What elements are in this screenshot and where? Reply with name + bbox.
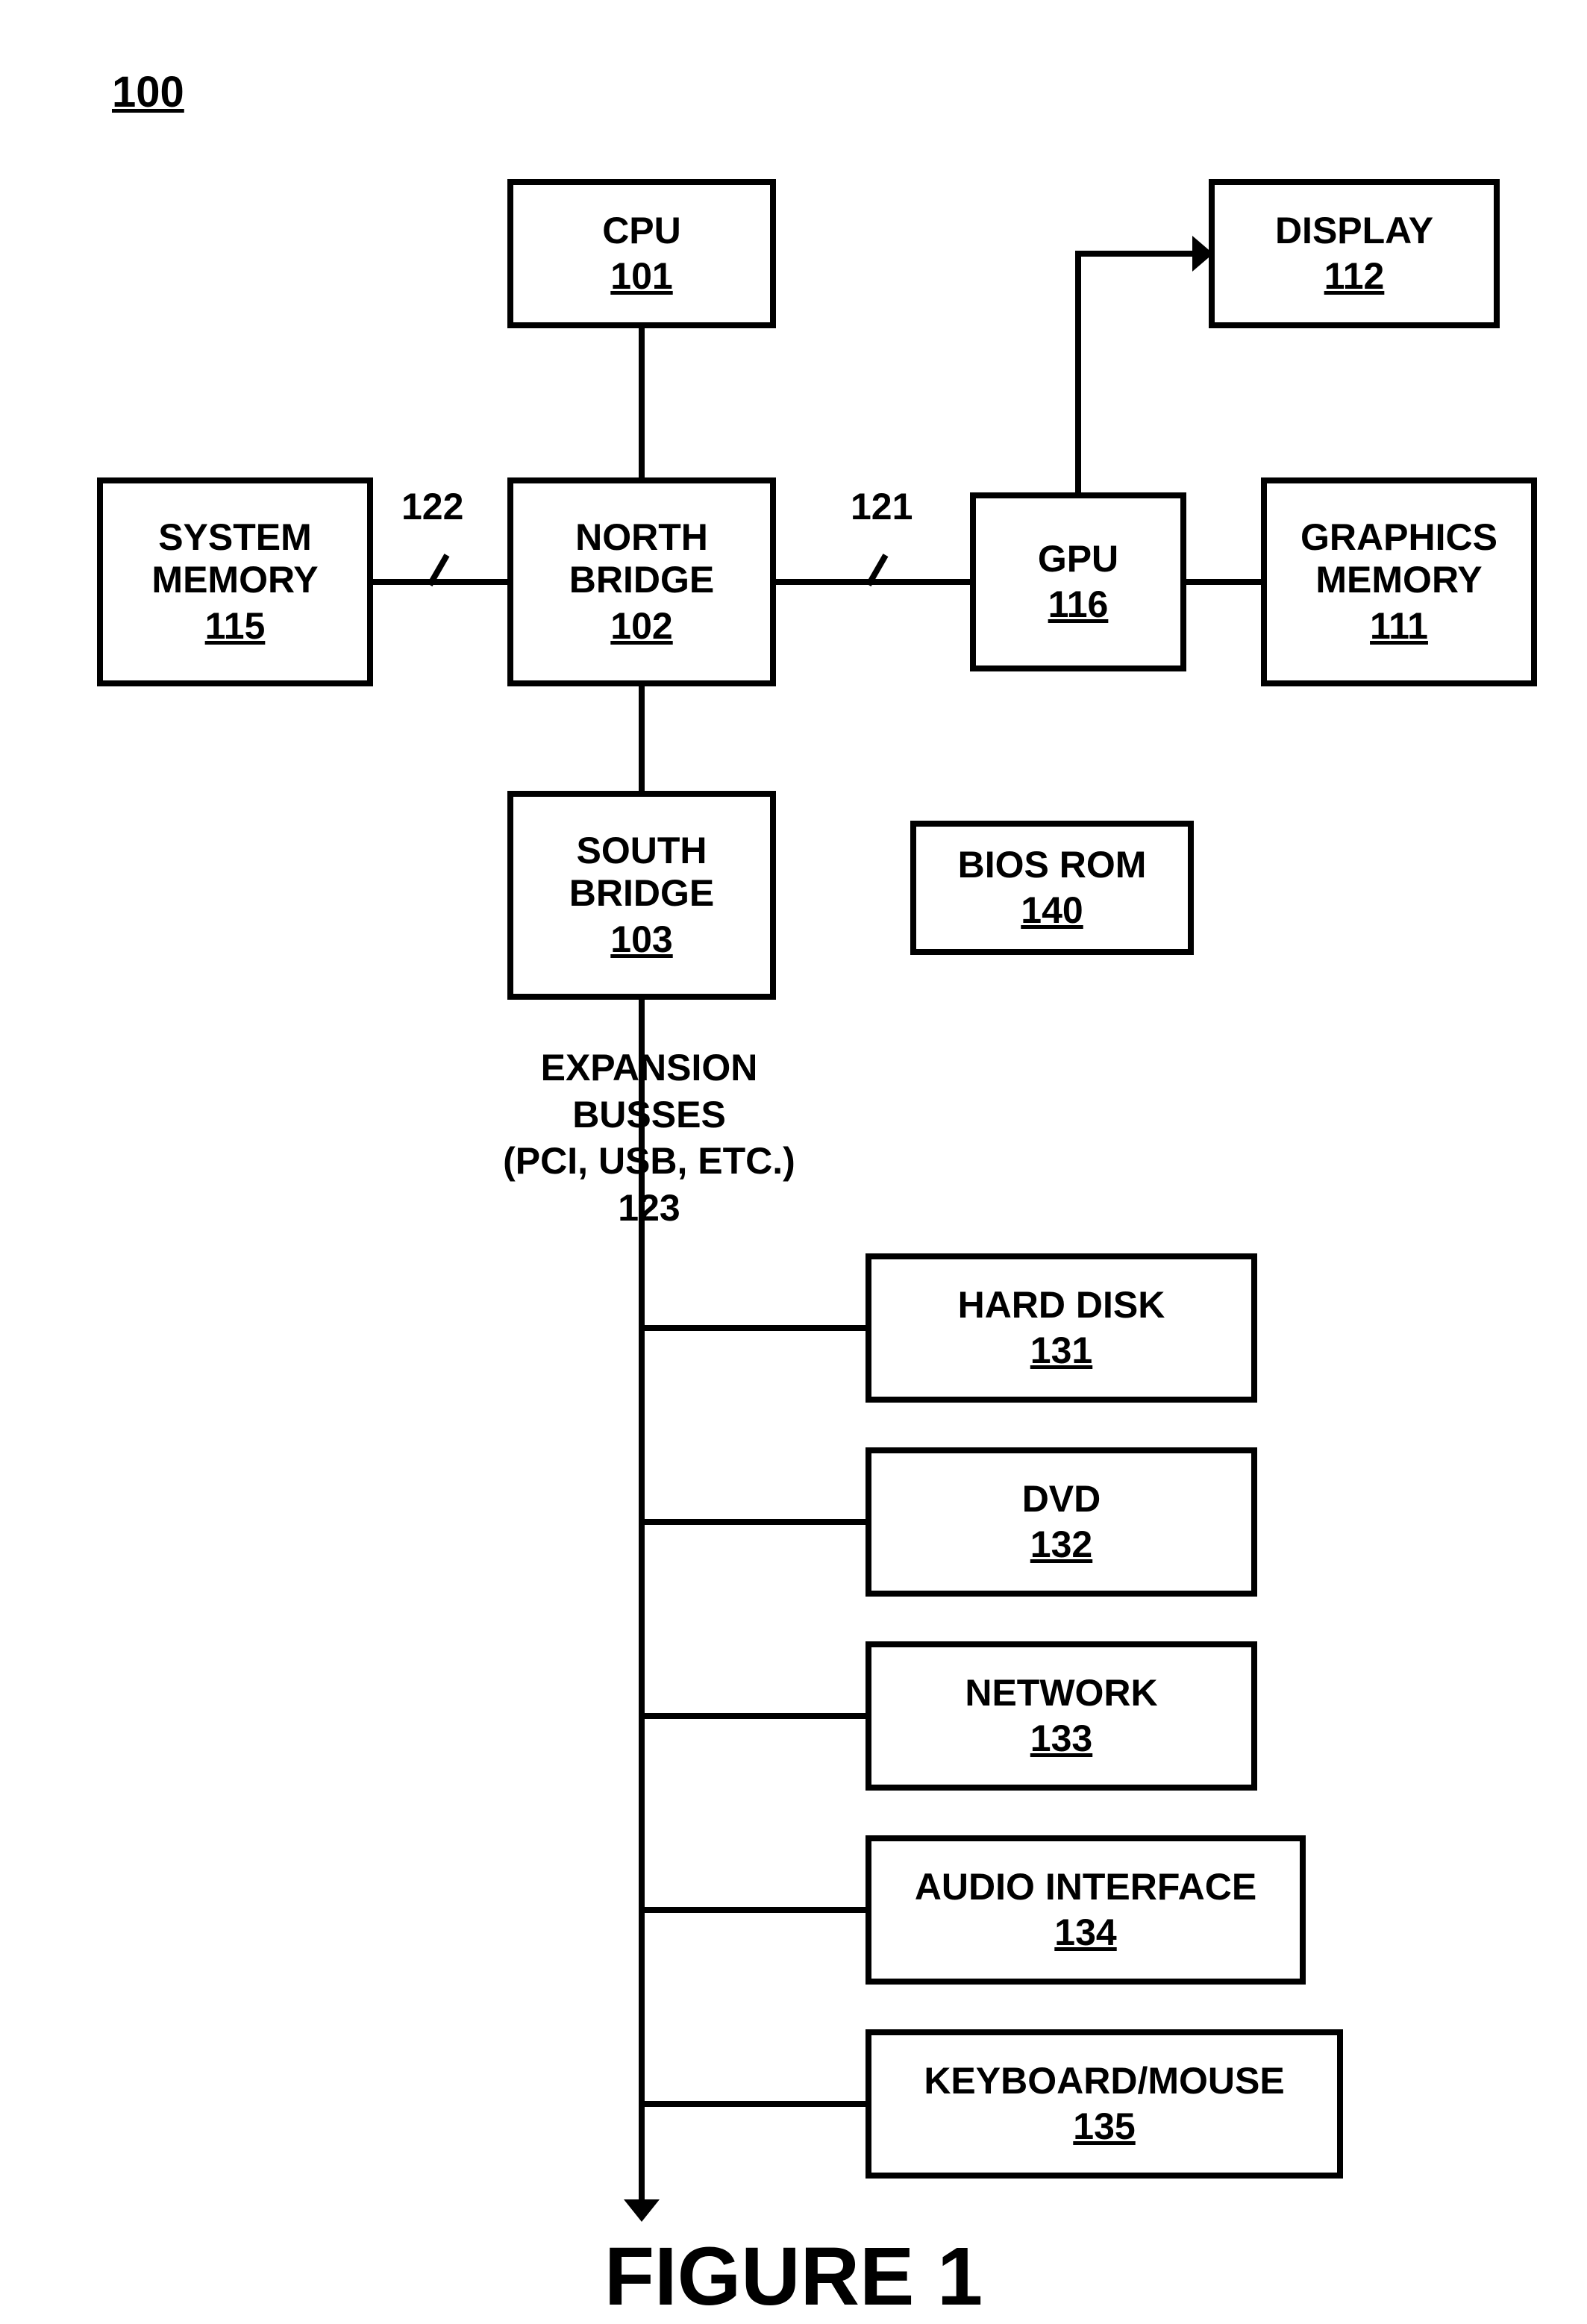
node-bios-title: BIOS ROM [958,844,1147,887]
node-net-num: 133 [1030,1717,1092,1761]
figure-caption: FIGURE 1 [0,2229,1587,2324]
node-north-num: 102 [610,605,672,648]
node-sysmem: SYSTEM MEMORY 115 [97,477,373,686]
label-expansion-bus: EXPANSION BUSSES (PCI, USB, ETC.) 123 [455,1044,843,1231]
node-dvd: DVD 132 [866,1447,1257,1597]
edge-gpu-display-v [1075,251,1081,492]
node-hdd-title: HARD DISK [958,1284,1165,1327]
edge-bus-hdd [642,1325,866,1331]
node-cpu-title: CPU [602,210,681,253]
node-audio: AUDIO INTERFACE 134 [866,1835,1306,1985]
node-south-title: SOUTH BRIDGE [569,830,714,915]
edge-gpu-gmem [1186,579,1261,585]
node-gpu-title: GPU [1038,538,1118,581]
node-hdd: HARD DISK 131 [866,1253,1257,1403]
node-display-title: DISPLAY [1275,210,1433,253]
node-audio-title: AUDIO INTERFACE [915,1866,1256,1909]
node-kbm: KEYBOARD/MOUSE 135 [866,2029,1343,2179]
node-dvd-title: DVD [1022,1478,1101,1521]
node-north: NORTH BRIDGE 102 [507,477,776,686]
node-kbm-title: KEYBOARD/MOUSE [924,2060,1284,2103]
node-net-title: NETWORK [965,1672,1157,1715]
arrow-bus-down-icon [624,2199,660,2222]
node-south: SOUTH BRIDGE 103 [507,791,776,1000]
arrow-display-icon [1192,236,1213,272]
node-net: NETWORK 133 [866,1641,1257,1791]
node-gmem: GRAPHICS MEMORY 111 [1261,477,1537,686]
node-dvd-num: 132 [1030,1523,1092,1567]
node-gmem-num: 111 [1370,605,1428,648]
node-gpu-num: 116 [1048,583,1109,627]
node-hdd-num: 131 [1030,1329,1092,1373]
node-kbm-num: 135 [1073,2105,1135,2149]
node-gmem-title: GRAPHICS MEMORY [1300,516,1497,602]
node-north-title: NORTH BRIDGE [569,516,714,602]
node-bios-num: 140 [1021,889,1083,933]
node-display: DISPLAY 112 [1209,179,1500,328]
edge-cpu-north [639,328,645,477]
node-audio-num: 134 [1054,1911,1116,1955]
edge-bus-net [642,1713,866,1719]
node-south-num: 103 [610,918,672,962]
node-sysmem-title: SYSTEM MEMORY [151,516,318,602]
label-122: 122 [401,485,463,528]
node-display-num: 112 [1324,255,1385,298]
figure-number: 100 [112,67,184,117]
node-bios: BIOS ROM 140 [910,821,1194,955]
edge-sysmem-north [373,579,507,585]
node-cpu-num: 101 [610,255,672,298]
edge-north-south [639,686,645,791]
edge-bus-audio [642,1907,866,1913]
edge-gpu-display-h [1075,251,1195,257]
label-121: 121 [851,485,913,528]
node-cpu: CPU 101 [507,179,776,328]
node-sysmem-num: 115 [205,605,266,648]
edge-bus-dvd [642,1519,866,1525]
edge-bus-kbm [642,2101,866,2107]
node-gpu: GPU 116 [970,492,1186,671]
